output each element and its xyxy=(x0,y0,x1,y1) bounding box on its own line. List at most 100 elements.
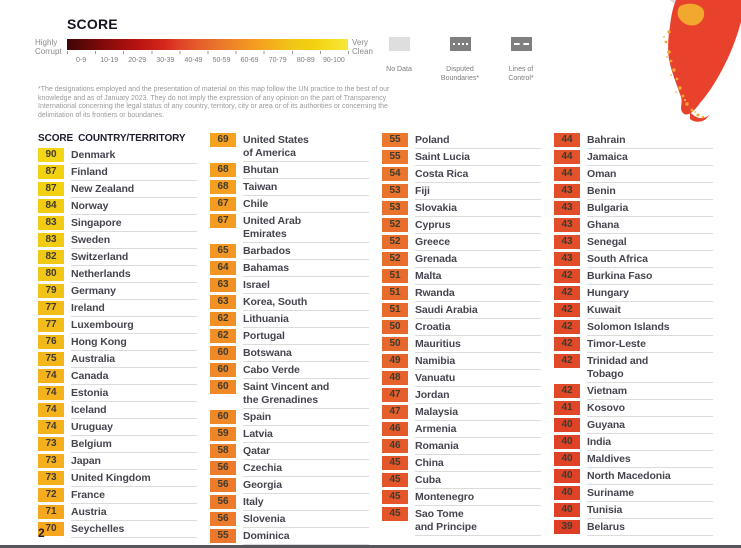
tick-label: 70-79 xyxy=(268,57,287,64)
country-row: 42 Burkina Faso xyxy=(554,269,713,285)
country-name: Costa Rica xyxy=(415,167,541,183)
country-row: 52 Greece xyxy=(382,235,541,251)
country-name: South Africa xyxy=(587,252,713,268)
score-badge: 40 xyxy=(554,486,580,500)
country-row: 51 Saudi Arabia xyxy=(382,303,541,319)
score-column-header: SCORE xyxy=(38,133,74,144)
score-badge: 49 xyxy=(382,354,408,368)
score-badge: 73 xyxy=(38,454,64,468)
country-name: Barbados xyxy=(243,244,369,260)
score-badge: 76 xyxy=(38,335,64,349)
score-badge: 63 xyxy=(210,278,236,292)
map-legend-items: No Data Disputed Boundaries* Lines of Co… xyxy=(375,37,545,83)
country-name: Denmark xyxy=(71,148,197,164)
country-row: 43 Bulgaria xyxy=(554,201,713,217)
score-badge: 40 xyxy=(554,503,580,517)
score-badge: 45 xyxy=(382,507,408,521)
country-name: Croatia xyxy=(415,320,541,336)
country-row: 87 Finland xyxy=(38,165,197,181)
country-row: 65 Barbados xyxy=(210,244,369,260)
country-row: 74 Canada xyxy=(38,369,197,385)
score-badge: 43 xyxy=(554,252,580,266)
country-row: 40 Tunisia xyxy=(554,503,713,519)
country-name: Rwanda xyxy=(415,286,541,302)
score-badge: 42 xyxy=(554,320,580,334)
country-name: Jamaica xyxy=(587,150,713,166)
country-name: Hungary xyxy=(587,286,713,302)
score-badge: 56 xyxy=(210,461,236,475)
country-row: 42 Vietnam xyxy=(554,384,713,400)
country-row: 70 Seychelles xyxy=(38,522,197,538)
score-badge: 56 xyxy=(210,478,236,492)
country-name: Vanuatu xyxy=(415,371,541,387)
country-name: Malaysia xyxy=(415,405,541,421)
score-badge: 40 xyxy=(554,469,580,483)
country-row: 55 Dominica xyxy=(210,529,369,545)
country-name: Fiji xyxy=(415,184,541,200)
score-badge: 45 xyxy=(382,473,408,487)
score-badge: 42 xyxy=(554,286,580,300)
country-name: Canada xyxy=(71,369,197,385)
score-badge: 51 xyxy=(382,286,408,300)
country-name: Hong Kong xyxy=(71,335,197,351)
disputed-boundaries-label: Disputed Boundaries* xyxy=(440,66,480,82)
score-badge: 71 xyxy=(38,505,64,519)
page-bottom-edge xyxy=(0,545,741,548)
country-name: Dominica xyxy=(243,529,369,545)
score-badge: 77 xyxy=(38,318,64,332)
country-row: 53 Slovakia xyxy=(382,201,541,217)
country-row: 39 Belarus xyxy=(554,520,713,536)
country-row: 82 Switzerland xyxy=(38,250,197,266)
country-name: Singapore xyxy=(71,216,197,232)
country-name: North Macedonia xyxy=(587,469,713,485)
country-name: France xyxy=(71,488,197,504)
country-name: Sao Tome and Principe xyxy=(415,507,541,536)
country-name: Romania xyxy=(415,439,541,455)
score-badge: 80 xyxy=(38,267,64,281)
country-name: Slovenia xyxy=(243,512,369,528)
country-row: 79 Germany xyxy=(38,284,197,300)
score-badge: 43 xyxy=(554,201,580,215)
country-name: Namibia xyxy=(415,354,541,370)
country-name: Maldives xyxy=(587,452,713,468)
country-row: 71 Austria xyxy=(38,505,197,521)
score-badge: 90 xyxy=(38,148,64,162)
score-badge: 64 xyxy=(210,261,236,275)
country-row: 63 Israel xyxy=(210,278,369,294)
score-badge: 59 xyxy=(210,427,236,441)
country-row: 64 Bahamas xyxy=(210,261,369,277)
country-row: 77 Luxembourg xyxy=(38,318,197,334)
tick-label: 80-89 xyxy=(296,57,315,64)
country-name: Armenia xyxy=(415,422,541,438)
country-row: 68 Taiwan xyxy=(210,180,369,196)
tick-label: 40-49 xyxy=(184,57,203,64)
score-badge: 82 xyxy=(38,250,64,264)
score-badge: 52 xyxy=(382,235,408,249)
score-badge: 52 xyxy=(382,252,408,266)
score-badge: 46 xyxy=(382,422,408,436)
country-row: 67 United Arab Emirates xyxy=(210,214,369,243)
country-row: 80 Netherlands xyxy=(38,267,197,283)
score-badge: 74 xyxy=(38,369,64,383)
country-row: 84 Norway xyxy=(38,199,197,215)
gradient-ticks: 0-9 10-19 20-29 30-39 40-49 50-59 60-69 70-79 80… xyxy=(67,57,348,64)
country-name: Spain xyxy=(243,410,369,426)
score-badge: 65 xyxy=(210,244,236,258)
country-row: 43 Ghana xyxy=(554,218,713,234)
score-badge: 62 xyxy=(210,329,236,343)
country-name: Qatar xyxy=(243,444,369,460)
score-legend-title: SCORE xyxy=(67,16,118,32)
country-row: 76 Hong Kong xyxy=(38,335,197,351)
country-row: 48 Vanuatu xyxy=(382,371,541,387)
country-row: 42 Solomon Islands xyxy=(554,320,713,336)
country-name: Cabo Verde xyxy=(243,363,369,379)
country-name: Malta xyxy=(415,269,541,285)
country-row: 43 Benin xyxy=(554,184,713,200)
score-badge: 50 xyxy=(382,320,408,334)
country-row: 63 Korea, South xyxy=(210,295,369,311)
score-badge: 75 xyxy=(38,352,64,366)
country-row: 59 Latvia xyxy=(210,427,369,443)
country-row: 62 Lithuania xyxy=(210,312,369,328)
country-row: 60 Botswana xyxy=(210,346,369,362)
country-name: Trinidad and Tobago xyxy=(587,354,713,383)
